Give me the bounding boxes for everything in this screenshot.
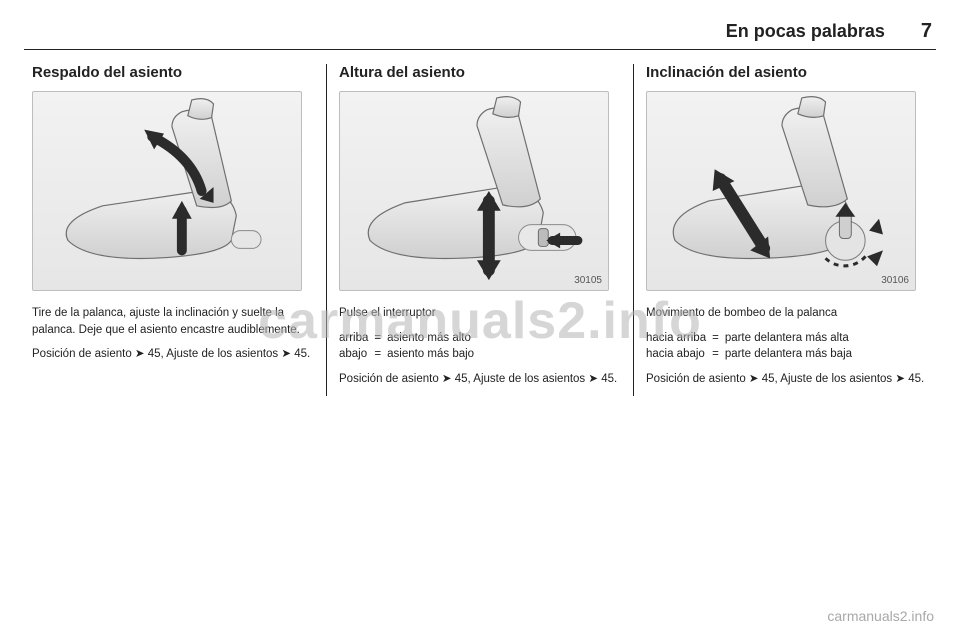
def-sep: = (712, 346, 725, 363)
paragraph: Posición de asiento ➤ 45, Ajuste de los … (339, 371, 621, 388)
figure-backrest (32, 91, 302, 291)
col-height: Altura del asiento (326, 64, 633, 396)
def-sep: = (712, 330, 725, 347)
paragraph: Posición de asiento ➤ 45, Ajuste de los … (32, 346, 314, 363)
figure-height: 30105 (339, 91, 609, 291)
def-term: hacia arriba (646, 330, 712, 347)
def-term: arriba (339, 330, 374, 347)
col-tilt: Inclinación del asiento (633, 64, 940, 396)
seat-height-svg (340, 92, 608, 290)
table-row: arriba = asiento más alto (339, 330, 480, 347)
col-title: Respaldo del asiento (32, 64, 314, 81)
def-sep: = (374, 330, 387, 347)
section-title: En pocas palabras (726, 21, 885, 42)
def-term: abajo (339, 346, 374, 363)
intro: Movimiento de bombeo de la palanca (646, 305, 928, 322)
header-rule (24, 49, 936, 50)
def-desc: asiento más bajo (387, 346, 480, 363)
columns: Respaldo del asiento (20, 64, 940, 396)
figure-tilt: 30106 (646, 91, 916, 291)
col-body: Tire de la palanca, ajuste la inclina­ci… (32, 305, 314, 363)
intro: Pulse el interruptor (339, 305, 621, 322)
def-desc: parte delantera más baja (725, 346, 858, 363)
def-desc: asiento más alto (387, 330, 480, 347)
col-title: Inclinación del asiento (646, 64, 928, 81)
table-row: abajo = asiento más bajo (339, 346, 480, 363)
manual-page: En pocas palabras 7 Respaldo del asiento (20, 20, 940, 582)
paragraph: Posición de asiento ➤ 45, Ajuste de los … (646, 371, 928, 388)
col-title: Altura del asiento (339, 64, 621, 81)
seat-backrest-svg (33, 92, 301, 290)
def-sep: = (374, 346, 387, 363)
page-header: En pocas palabras 7 (20, 20, 940, 49)
figure-label: 30105 (574, 275, 602, 286)
definition-table: hacia arriba = parte delantera más alta … (646, 330, 858, 363)
footer-url: carmanuals2.info (827, 608, 934, 624)
definition-table: arriba = asiento más alto abajo = asient… (339, 330, 480, 363)
seat-tilt-svg (647, 92, 915, 290)
def-term: hacia abajo (646, 346, 712, 363)
col-backrest: Respaldo del asiento (20, 64, 326, 396)
page-number: 7 (921, 20, 932, 43)
col-body: Pulse el interruptor arriba = asiento má… (339, 305, 621, 388)
paragraph: Tire de la palanca, ajuste la inclina­ci… (32, 305, 314, 338)
def-desc: parte delantera más alta (725, 330, 858, 347)
col-body: Movimiento de bombeo de la palanca hacia… (646, 305, 928, 388)
figure-label: 30106 (881, 275, 909, 286)
table-row: hacia arriba = parte delantera más alta (646, 330, 858, 347)
table-row: hacia abajo = parte delantera más baja (646, 346, 858, 363)
